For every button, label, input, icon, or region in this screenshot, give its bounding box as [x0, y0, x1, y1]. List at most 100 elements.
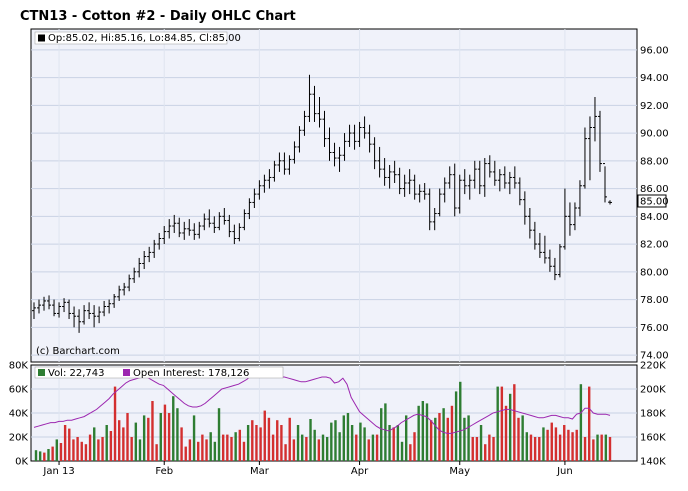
- volume-bar: [380, 408, 383, 461]
- ohlc-bar: [477, 160, 482, 195]
- volume-bar: [234, 432, 237, 461]
- ohlc-bar: [387, 164, 392, 189]
- ohlc-bar: [427, 188, 432, 231]
- volume-bar: [238, 429, 242, 461]
- ohlc-bar: [97, 306, 102, 324]
- ohlc-bar: [247, 198, 252, 220]
- ohlc-bar: [482, 158, 487, 197]
- volume-bar: [592, 439, 595, 461]
- ohlc-bar: [137, 257, 142, 278]
- volume-bar: [197, 441, 200, 461]
- ohlc-bar: [47, 295, 52, 310]
- ohlc-bar: [487, 155, 492, 178]
- watermark: (c) Barchart.com: [36, 346, 120, 357]
- volume-bar: [138, 439, 142, 461]
- volume-legend-box: [34, 366, 284, 379]
- price-tick-label: 84.00: [640, 212, 669, 223]
- ohlc-bar: [608, 200, 612, 205]
- ohlc-bar: [197, 221, 202, 239]
- volume-tick-label: 0K: [15, 457, 28, 468]
- volume-bar: [567, 429, 570, 461]
- volume-bar: [221, 434, 225, 461]
- ohlc-bar: [327, 127, 332, 161]
- ohlc-bar: [362, 116, 367, 139]
- ohlc-bar: [57, 302, 62, 318]
- volume-bar: [321, 434, 325, 461]
- volume-bar: [130, 437, 133, 461]
- ohlc-bar: [462, 169, 467, 195]
- ohlc-bar: [157, 232, 162, 250]
- volume-bar: [59, 443, 63, 461]
- ohlc-bar: [262, 174, 267, 193]
- volume-bar: [388, 425, 391, 461]
- volume-bar: [122, 427, 125, 461]
- volume-bar: [429, 420, 433, 461]
- volume-bar: [409, 444, 412, 461]
- volume-bar: [105, 425, 108, 461]
- ohlc-bar: [182, 221, 187, 240]
- volume-bar: [93, 427, 96, 461]
- ohlc-bar: [587, 116, 592, 181]
- volume-bar: [126, 413, 129, 461]
- volume-bar: [479, 425, 483, 461]
- volume-bar: [459, 381, 462, 461]
- volume-bar: [583, 437, 587, 461]
- x-tick-label: Jun: [556, 466, 573, 477]
- ohlc-bar: [422, 183, 427, 200]
- volume-bar: [68, 428, 71, 461]
- volume-bar: [588, 386, 591, 461]
- ohlc-bar: [382, 158, 387, 186]
- volume-bar: [280, 425, 283, 461]
- volume-bar: [542, 427, 545, 461]
- ohlc-bar: [467, 174, 472, 200]
- price-y-axis: 74.00 76.00 78.00 80.00 82.00 84.00 86.00 88.00…: [640, 45, 669, 361]
- price-tick-label: 90.00: [640, 129, 669, 140]
- ohlc-bar: [412, 174, 417, 200]
- volume-bar: [596, 434, 599, 461]
- volume-bar: [529, 434, 533, 461]
- x-tick-label: Mar: [250, 466, 270, 477]
- volume-bar: [159, 413, 162, 461]
- ohlc-bar: [77, 309, 82, 333]
- volume-bar: [538, 437, 541, 461]
- volume-bar: [484, 444, 487, 461]
- volume-bar: [201, 434, 204, 461]
- ohlc-bar: [337, 146, 342, 172]
- ohlc-bar: [352, 124, 357, 150]
- volume-bar: [325, 437, 329, 461]
- ohlc-bar: [517, 177, 522, 206]
- volume-bar: [604, 434, 608, 461]
- volume-bar: [363, 427, 366, 461]
- ohlc-bar: [392, 160, 397, 184]
- price-tick-label: 76.00: [640, 323, 669, 334]
- ohlc-bar: [527, 207, 532, 239]
- ohlc-bar: [562, 188, 567, 250]
- volume-bar: [88, 434, 92, 461]
- ohlc-bar: [152, 239, 157, 258]
- volume-bar: [192, 415, 196, 461]
- ohlc-bar: [187, 219, 192, 236]
- ohlc-bar: [122, 282, 127, 296]
- volume-bar: [346, 413, 350, 461]
- price-tick-label: 92.00: [640, 101, 669, 112]
- ohlc-bar: [357, 121, 362, 147]
- ohlc-bar: [222, 207, 227, 225]
- volume-bar: [43, 452, 46, 461]
- ohlc-bar: [367, 124, 372, 153]
- ohlc-bar: [572, 202, 577, 231]
- volume-bar: [550, 422, 553, 461]
- volume-bar: [425, 403, 429, 461]
- volume-bar: [317, 439, 321, 461]
- ohlc-bar: [502, 166, 507, 189]
- ohlc-bar: [452, 163, 457, 217]
- ohlc-bar: [322, 110, 327, 147]
- volume-bar: [454, 391, 458, 461]
- volume-bar: [246, 425, 250, 461]
- oi-tick-label: 220K: [640, 361, 666, 372]
- volume-bar: [330, 422, 333, 461]
- volume-bar: [608, 437, 612, 461]
- volume-bar: [463, 417, 466, 461]
- ohlc-bar: [127, 274, 132, 292]
- volume-bar: [47, 449, 50, 461]
- volume-bar: [301, 434, 304, 461]
